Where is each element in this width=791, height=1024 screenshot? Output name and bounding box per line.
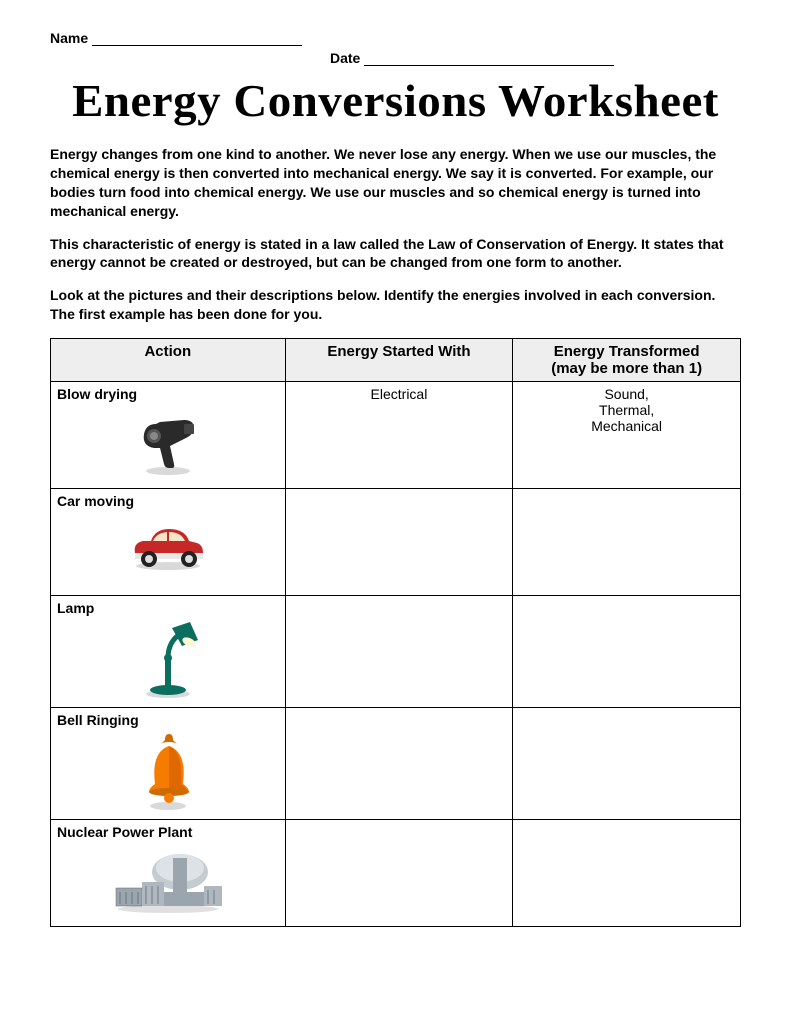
paragraph-1: Energy changes from one kind to another.… xyxy=(50,145,741,221)
transformed-cell: Sound, Thermal, Mechanical xyxy=(513,382,741,489)
table-row: Nuclear Power Plant xyxy=(51,820,741,927)
action-label: Nuclear Power Plant xyxy=(57,824,279,840)
bell-icon xyxy=(57,732,279,815)
header-start: Energy Started With xyxy=(285,339,513,382)
date-label: Date xyxy=(330,50,360,66)
header-action: Action xyxy=(51,339,286,382)
transformed-cell[interactable] xyxy=(513,489,741,596)
start-cell[interactable] xyxy=(285,820,513,927)
start-cell[interactable] xyxy=(285,489,513,596)
date-blank[interactable] xyxy=(364,51,614,66)
name-blank[interactable] xyxy=(92,31,302,46)
transformed-cell[interactable] xyxy=(513,820,741,927)
table-header-row: Action Energy Started With Energy Transf… xyxy=(51,339,741,382)
header-fields: Name Date xyxy=(50,30,741,66)
lamp-icon xyxy=(57,620,279,703)
header-transformed: Energy Transformed (may be more than 1) xyxy=(513,339,741,382)
page-title: Energy Conversions Worksheet xyxy=(43,74,748,127)
action-label: Lamp xyxy=(57,600,279,616)
nuclear-plant-icon xyxy=(57,844,279,917)
worksheet-table: Action Energy Started With Energy Transf… xyxy=(50,338,741,927)
transformed-cell[interactable] xyxy=(513,596,741,708)
transformed-cell[interactable] xyxy=(513,708,741,820)
hairdryer-icon xyxy=(57,406,279,479)
name-label: Name xyxy=(50,30,88,46)
action-label: Car moving xyxy=(57,493,279,509)
table-row: Car moving xyxy=(51,489,741,596)
start-cell: Electrical xyxy=(285,382,513,489)
intro-text: Energy changes from one kind to another.… xyxy=(50,145,741,324)
paragraph-2: This characteristic of energy is stated … xyxy=(50,235,741,273)
table-row: Bell Ringing xyxy=(51,708,741,820)
start-cell[interactable] xyxy=(285,708,513,820)
table-row: Lamp xyxy=(51,596,741,708)
start-cell[interactable] xyxy=(285,596,513,708)
paragraph-3: Look at the pictures and their descripti… xyxy=(50,286,741,324)
table-row: Blow drying Electrical Sound, Thermal, M… xyxy=(51,382,741,489)
car-icon xyxy=(57,513,279,576)
action-label: Blow drying xyxy=(57,386,279,402)
action-label: Bell Ringing xyxy=(57,712,279,728)
